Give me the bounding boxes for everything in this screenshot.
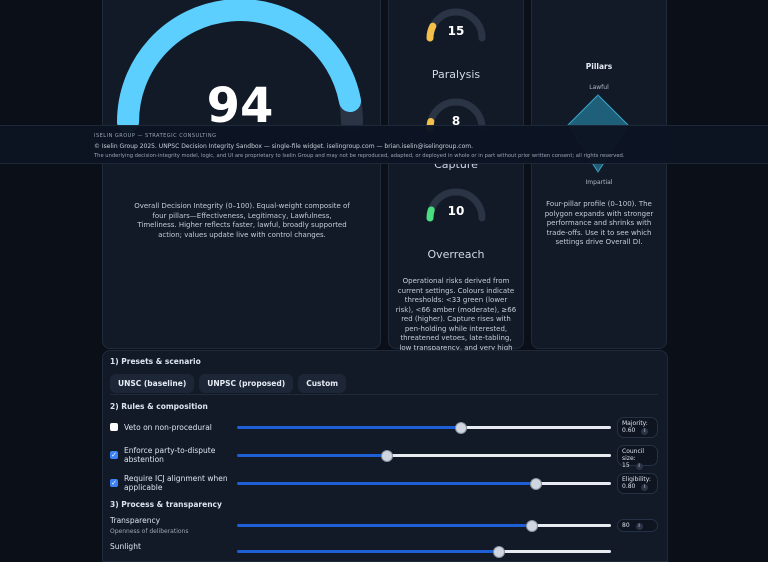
control-hint: Openness of deliberations <box>110 528 189 535</box>
slider-thumb[interactable] <box>492 546 505 558</box>
slider-thumb[interactable] <box>455 422 468 434</box>
value: 0.80 <box>622 483 636 490</box>
section-title: 2) Rules & composition <box>110 402 208 411</box>
value-pill: Majority: 0.60 i <box>617 417 658 438</box>
value: 0.60 <box>622 427 636 434</box>
gauge-arc <box>117 0 362 133</box>
gauge-track <box>426 98 486 132</box>
slider[interactable] <box>237 450 611 462</box>
preset-button[interactable]: Custom <box>298 374 347 393</box>
info-icon[interactable]: i <box>635 463 643 470</box>
gauge-value: 94 <box>207 78 274 134</box>
slider-thumb[interactable] <box>530 478 543 490</box>
preset-button[interactable]: UNPSC (proposed) <box>199 374 294 393</box>
pillars-card: Pillars Lawful Impartial Four-pillar pro… <box>531 0 667 349</box>
info-icon[interactable]: i <box>635 523 643 530</box>
slider[interactable] <box>237 478 611 490</box>
divider <box>110 394 658 395</box>
value-label: Council size: <box>622 448 645 462</box>
banner-brand: ISELIN GROUP — STRATEGIC CONSULTING <box>94 133 217 139</box>
value-label: Majority: <box>622 420 648 427</box>
risks-card: Operational risks derived from current s… <box>388 0 524 361</box>
control-label: Require ICJ alignment when applicable <box>124 474 228 492</box>
value-label: Eligibility: <box>622 476 651 483</box>
slider-thumb[interactable] <box>380 450 393 462</box>
checkbox[interactable] <box>110 423 118 431</box>
overall-description: Overall Decision Integrity (0–100). Equa… <box>134 202 350 239</box>
risk-label: Paralysis <box>432 68 480 81</box>
pillars-title: Pillars <box>585 62 613 71</box>
banner: ISELIN GROUP — STRATEGIC CONSULTING © Is… <box>0 125 768 164</box>
value-pill: 80 i <box>617 519 658 532</box>
gauge-value: 8 <box>452 114 460 128</box>
axis-label: Impartial <box>585 179 613 186</box>
risk-label: Overreach <box>427 248 484 261</box>
info-icon[interactable]: i <box>641 428 649 435</box>
value: 80 <box>622 522 630 529</box>
slider[interactable] <box>237 520 611 532</box>
value: 15 <box>622 462 630 469</box>
slider[interactable] <box>237 546 611 558</box>
section-title: 1) Presets & scenario <box>110 357 201 366</box>
slider-thumb[interactable] <box>526 520 539 532</box>
banner-copyright: © Iselin Group 2025. UNPSC Decision Inte… <box>94 143 474 150</box>
control-label: Sunlight <box>110 542 141 551</box>
checkbox[interactable]: ✓ <box>110 451 118 459</box>
banner-notice: The underlying decision-integrity model,… <box>94 153 625 159</box>
gauge-arc <box>426 206 435 222</box>
value-pill: Council size: 15 i <box>617 445 658 470</box>
info-icon[interactable]: i <box>641 484 649 491</box>
section-title: 3) Process & transparency <box>110 500 222 509</box>
checkbox[interactable]: ✓ <box>110 479 118 487</box>
axis-label: Lawful <box>589 84 609 91</box>
preset-button[interactable]: UNSC (baseline) <box>110 374 195 393</box>
slider[interactable] <box>237 422 611 434</box>
preset-buttons: UNSC (baseline) UNPSC (proposed) Custom <box>110 371 351 393</box>
control-label: Veto on non-procedural <box>124 423 212 432</box>
control-label: Transparency <box>110 516 161 525</box>
gauge-arc <box>426 22 437 42</box>
value-pill: Eligibility: 0.80 i <box>617 473 658 494</box>
gauge-value: 15 <box>448 24 465 38</box>
control-label: Enforce party-to-dispute abstention <box>124 446 216 464</box>
pillars-description: Four-pillar profile (0–100). The polygon… <box>544 200 654 246</box>
gauge-value: 10 <box>448 204 465 218</box>
